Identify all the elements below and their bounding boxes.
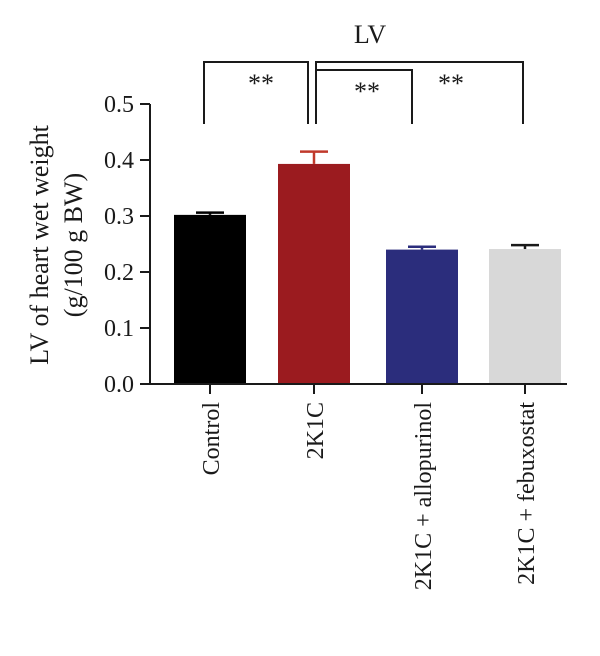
bar bbox=[278, 163, 350, 384]
y-tick-label: 0.4 bbox=[104, 148, 134, 174]
significance-bracket bbox=[203, 61, 309, 124]
y-tick-label: 0.1 bbox=[104, 316, 134, 342]
y-tick-label: 0.0 bbox=[104, 372, 134, 398]
y-tick-label: 0.5 bbox=[104, 92, 134, 118]
y-tick-label: 0.3 bbox=[104, 204, 134, 230]
x-tick-label: Control bbox=[199, 402, 225, 476]
x-tick-label: 2K1C + allopurinol bbox=[411, 402, 437, 591]
chart-title: LV bbox=[354, 20, 386, 49]
error-bars bbox=[196, 150, 539, 250]
x-tick-label: 2K1C bbox=[303, 402, 329, 459]
y-tick-label: 0.2 bbox=[104, 260, 134, 286]
bars bbox=[174, 163, 561, 384]
x-axis: Control 2K1C 2K1C + allopurinol 2K1C + febu… bbox=[150, 383, 567, 591]
bar bbox=[386, 249, 458, 384]
significance-label: ** bbox=[248, 69, 274, 98]
y-axis-label-line2: (g/100 g BW) bbox=[59, 173, 88, 317]
significance-label: ** bbox=[438, 69, 464, 98]
significance-bracket bbox=[315, 61, 524, 124]
significance-brackets: ** ** ** bbox=[203, 61, 524, 124]
significance-label: ** bbox=[354, 77, 380, 106]
bar bbox=[174, 214, 246, 384]
bar bbox=[489, 249, 561, 384]
x-tick-label: 2K1C + febuxostat bbox=[514, 402, 540, 585]
y-axis: 0.0 0.1 0.2 0.3 0.4 0.5 bbox=[104, 92, 151, 398]
y-axis-label-line1: LV of heart wet weight bbox=[25, 124, 54, 365]
